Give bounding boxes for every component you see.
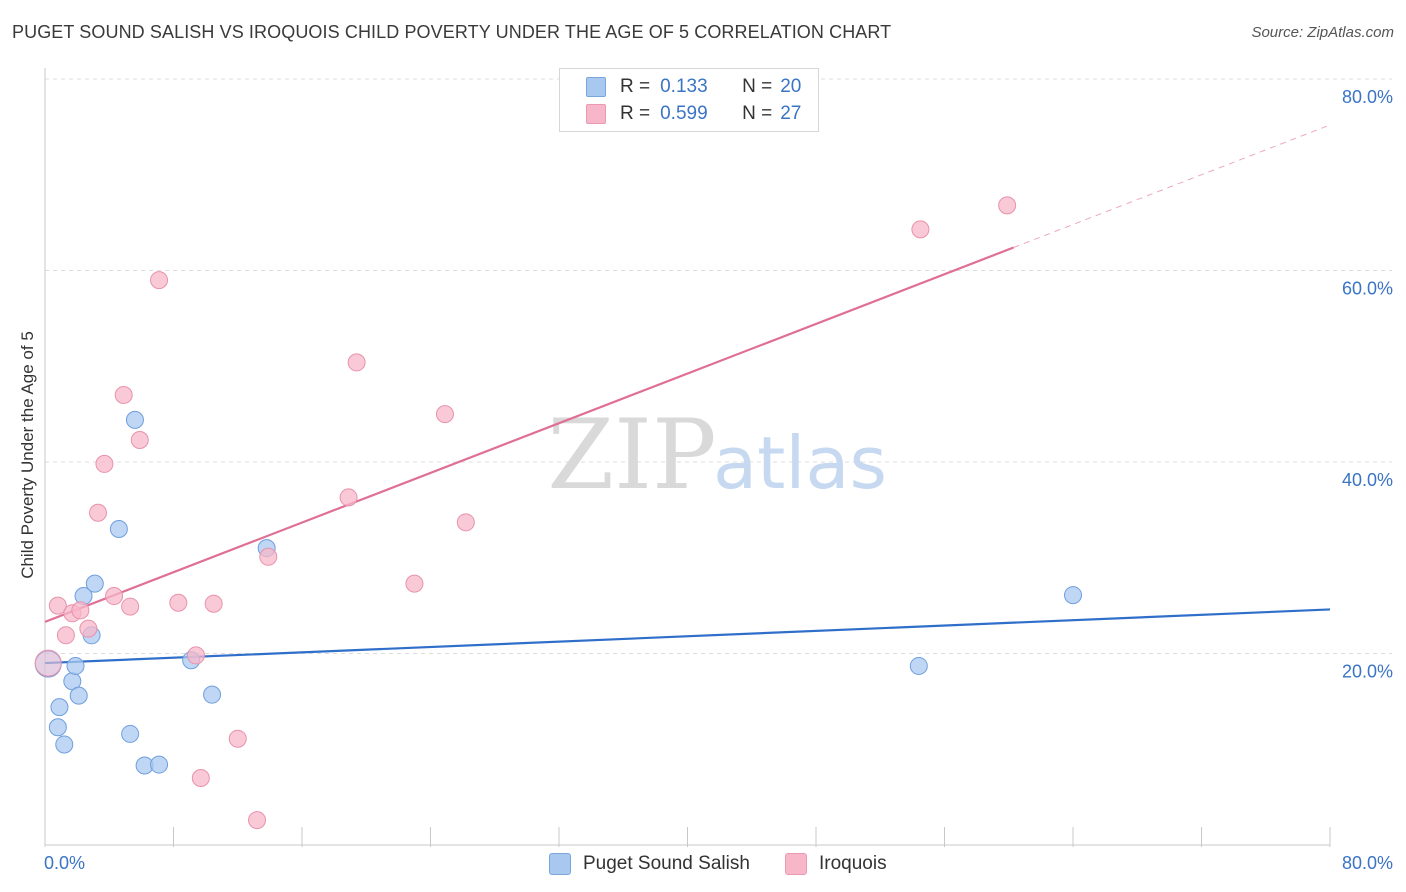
legend-n-label: N = [742, 76, 773, 97]
legend-n-label: N = [742, 103, 773, 124]
legend-n-value: 27 [780, 103, 802, 124]
data-point-puget [909, 656, 928, 675]
chart-title: PUGET SOUND SALISH VS IROQUOIS CHILD POV… [12, 22, 892, 42]
trend-line-puget [44, 608, 1331, 665]
bottom-legend-iroquois: Iroquois [785, 852, 887, 876]
data-point-iroquois [339, 488, 358, 507]
data-point-iroquois [347, 353, 366, 372]
watermark-atlas: atlas [713, 421, 887, 505]
data-point-puget [85, 574, 104, 593]
data-point-puget [66, 656, 85, 675]
legend-r-label: R = [620, 76, 651, 97]
data-point-puget [121, 724, 140, 743]
tick-labels: 20.0% 40.0% 60.0% 80.0% 0.0% 80.0% [44, 87, 1393, 873]
trend-line-iroquois [44, 246, 1014, 623]
correlation-legend: R = 0.133 N = 20 R = 0.599 N = 27 [559, 68, 819, 132]
watermark-zip: ZIP [547, 399, 716, 511]
legend-r-value: 0.133 [660, 76, 708, 97]
data-point-puget [203, 685, 222, 704]
legend-r-value: 0.599 [660, 103, 708, 124]
x-tick-label: 80.0% [1342, 853, 1393, 873]
legend-swatch-puget [586, 77, 606, 97]
data-point-iroquois [89, 503, 108, 522]
bottom-legend-puget: Puget Sound Salish [549, 852, 750, 876]
legend-row-iroquois: R = 0.599 N = 27 [586, 102, 801, 126]
data-point-iroquois [56, 626, 75, 645]
data-point-iroquois [48, 596, 67, 615]
y-tick-label: 20.0% [1342, 662, 1393, 682]
data-point-puget [69, 686, 88, 705]
data-point-iroquois [34, 649, 62, 677]
data-point-iroquois [911, 220, 930, 239]
y-tick-label: 80.0% [1342, 87, 1393, 107]
data-point-iroquois [130, 430, 149, 449]
trend-lines [44, 124, 1331, 665]
data-point-iroquois [435, 405, 454, 424]
data-point-puget [1064, 586, 1082, 605]
data-point-puget [150, 755, 169, 774]
data-point-iroquois [114, 385, 133, 404]
data-point-iroquois [121, 597, 140, 616]
data-point-iroquois [95, 454, 114, 473]
data-point-iroquois [150, 271, 169, 290]
data-point-puget [55, 735, 74, 754]
data-point-iroquois [405, 574, 424, 593]
data-point-iroquois [259, 547, 278, 566]
data-point-iroquois [204, 594, 223, 613]
data-point-puget [109, 520, 128, 539]
data-point-iroquois [169, 593, 188, 612]
data-point-puget [48, 718, 67, 737]
legend-row-puget: R = 0.133 N = 20 [586, 75, 801, 99]
bottom-legend-swatch-iroquois [785, 853, 807, 875]
data-point-puget [125, 410, 144, 429]
legend-swatch-iroquois [586, 104, 606, 124]
bottom-legend-label-puget: Puget Sound Salish [583, 853, 750, 874]
bottom-legend-label-iroquois: Iroquois [819, 853, 887, 874]
data-point-iroquois [79, 619, 98, 638]
data-point-iroquois [456, 513, 475, 532]
data-point-iroquois [248, 811, 267, 830]
data-point-iroquois [186, 646, 205, 665]
data-point-iroquois [228, 729, 247, 748]
data-points [34, 196, 1082, 830]
source-credit: Source: ZipAtlas.com [1251, 24, 1394, 41]
y-axis-label: Child Poverty Under the Age of 5 [18, 331, 37, 579]
data-point-iroquois [191, 768, 210, 787]
data-point-iroquois [71, 601, 90, 620]
legend-n-value: 20 [780, 76, 802, 97]
data-point-iroquois [998, 196, 1017, 215]
x-tick-label: 0.0% [44, 853, 85, 873]
data-point-puget [50, 698, 69, 717]
gridlines [45, 78, 1392, 654]
bottom-legend-swatch-puget [549, 853, 571, 875]
axes [44, 68, 1331, 847]
trend-extension-iroquois [1013, 124, 1331, 248]
y-tick-label: 60.0% [1342, 279, 1393, 299]
data-point-iroquois [105, 587, 124, 606]
legend-r-label: R = [620, 103, 651, 124]
y-tick-label: 40.0% [1342, 470, 1393, 490]
